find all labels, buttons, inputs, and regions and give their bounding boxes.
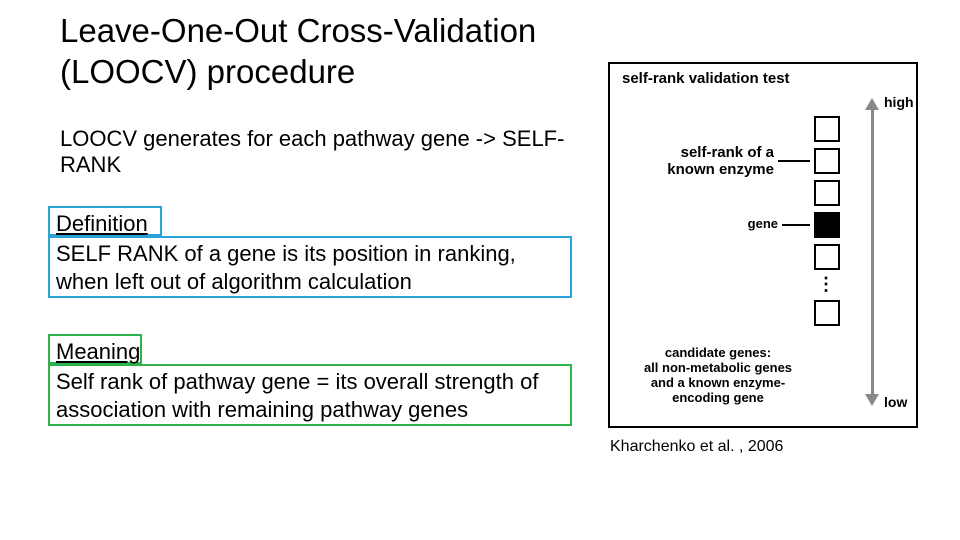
arrow-shaft: [871, 108, 874, 396]
intro-text: LOOCV generates for each pathway gene ->…: [60, 126, 580, 179]
citation: Kharchenko et al. , 2006: [610, 438, 783, 456]
ellipsis-dots: ⋮: [814, 274, 840, 295]
definition-label: Definition: [56, 211, 148, 236]
gene-box: [814, 244, 840, 270]
definition-label-box: Definition: [48, 206, 162, 236]
diagram-title: self-rank validation test: [622, 70, 790, 87]
gene-box-filled: [814, 212, 840, 238]
gene-box: [814, 148, 840, 174]
gene-box: [814, 300, 840, 326]
arrow-head-down-icon: [865, 394, 879, 406]
self-rank-pointer-label: self-rank of aknown enzyme: [644, 144, 774, 178]
scale-low-label: low: [884, 394, 907, 410]
meaning-label: Meaning: [56, 339, 140, 364]
scale-high-label: high: [884, 94, 914, 110]
page-title: Leave-One-Out Cross-Validation (LOOCV) p…: [60, 10, 620, 93]
meaning-body: Self rank of pathway gene = its overall …: [56, 369, 538, 422]
gene-pointer-label: gene: [734, 216, 778, 231]
gene-box: [814, 180, 840, 206]
gene-pointer-line: [782, 224, 810, 226]
definition-body: SELF RANK of a gene is its position in r…: [56, 241, 516, 294]
candidate-genes-caption: candidate genes:all non-metabolic genesa…: [628, 346, 808, 406]
meaning-body-box: Self rank of pathway gene = its overall …: [48, 364, 572, 426]
self-rank-pointer-line: [778, 160, 810, 162]
gene-box: [814, 116, 840, 142]
definition-body-box: SELF RANK of a gene is its position in r…: [48, 236, 572, 298]
meaning-label-box: Meaning: [48, 334, 142, 364]
